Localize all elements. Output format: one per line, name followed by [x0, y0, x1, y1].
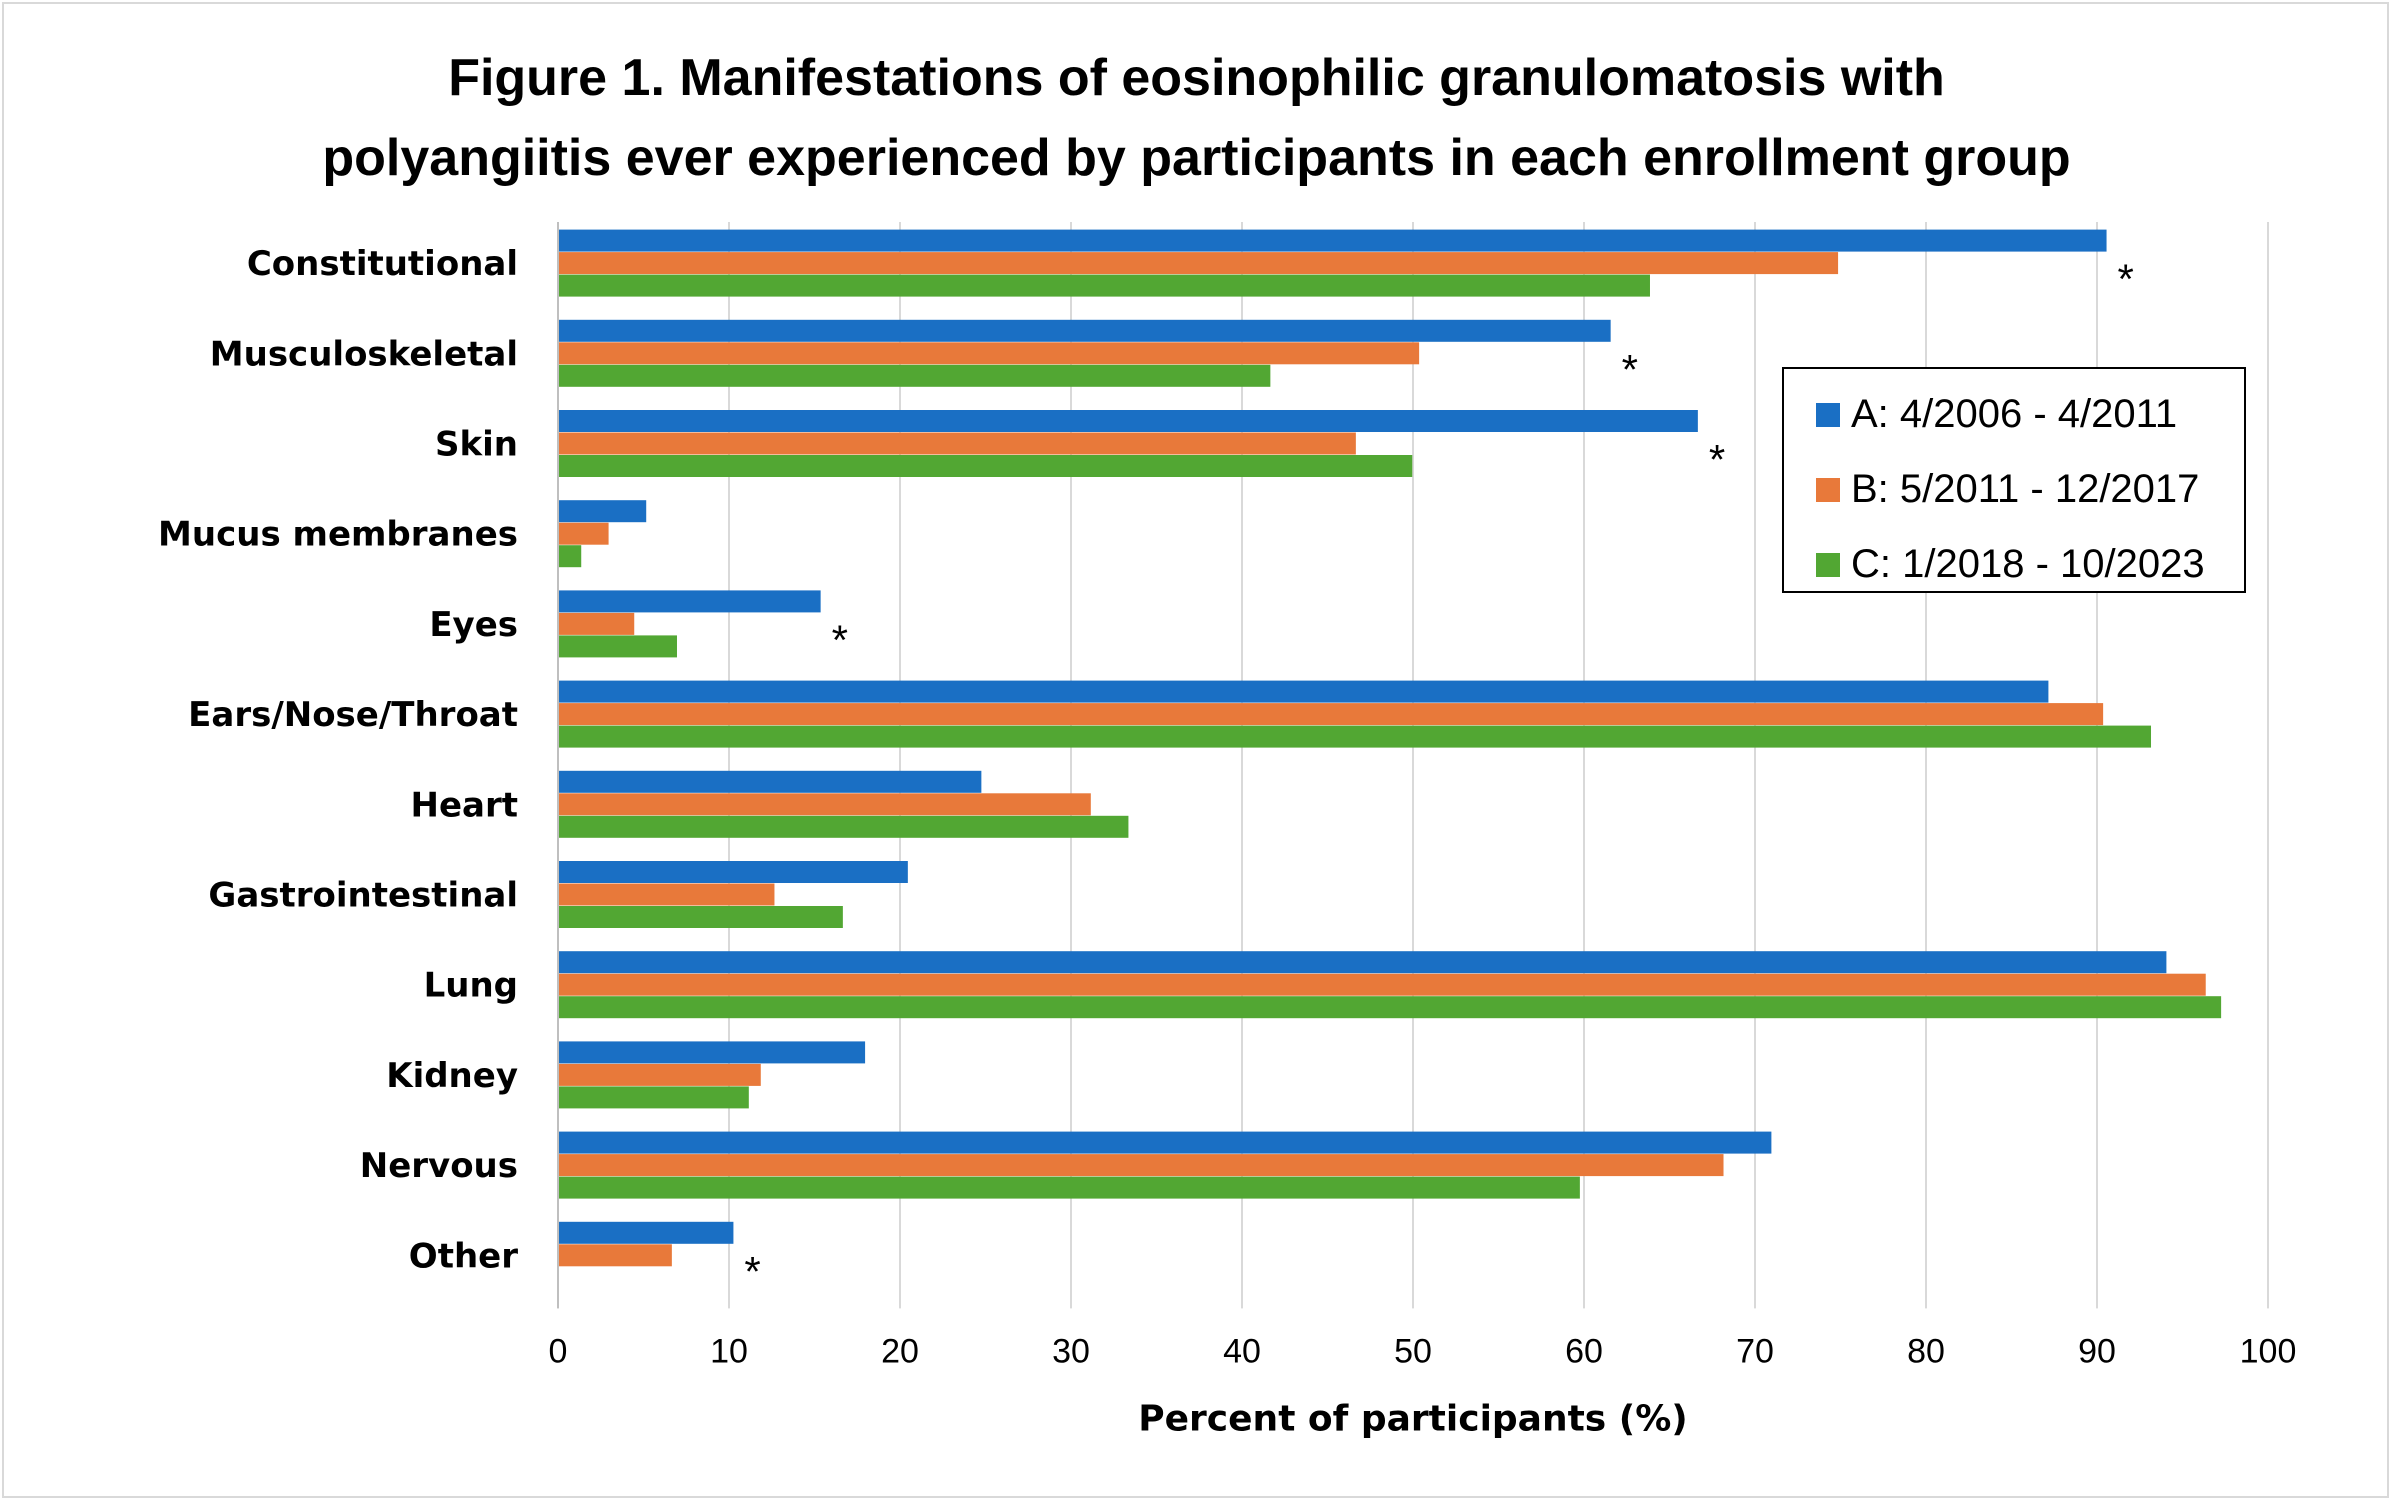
- legend-box: [1782, 367, 2246, 593]
- legend-label-b: B: 5/2011 - 12/2017: [1851, 467, 2199, 511]
- bar-a-kidney: [559, 1041, 866, 1064]
- category-label-kidney: Kidney: [386, 1056, 518, 1096]
- chart-title-line-2: polyangiitis ever experienced by partici…: [322, 129, 2071, 187]
- category-label-other: Other: [409, 1236, 518, 1276]
- category-label-mucus-membranes: Mucus membranes: [158, 515, 518, 555]
- significance-marker-skin: *: [1709, 436, 1725, 483]
- bar-b-gastrointestinal: [559, 883, 775, 906]
- significance-marker-constitutional: *: [2118, 256, 2134, 303]
- significance-marker-eyes: *: [832, 616, 848, 663]
- legend-swatch-c: [1816, 553, 1840, 577]
- category-label-constitutional: Constitutional: [247, 244, 518, 284]
- significance-marker-other: *: [744, 1248, 760, 1295]
- bar-b-skin: [559, 432, 1356, 455]
- x-tick-label-40: 40: [1223, 1332, 1261, 1370]
- category-label-heart: Heart: [411, 785, 518, 825]
- bar-c-skin: [559, 455, 1413, 477]
- category-label-eyes: Eyes: [429, 605, 518, 645]
- bar-c-eyes: [559, 635, 677, 658]
- bar-c-heart: [559, 815, 1129, 838]
- legend-swatch-a: [1816, 403, 1840, 427]
- x-axis-title: Percent of participants (%): [1138, 1398, 1688, 1439]
- x-tick-label-70: 70: [1736, 1332, 1774, 1370]
- bar-a-eyes: [559, 590, 821, 613]
- bar-a-skin: [559, 410, 1698, 432]
- bar-b-ears-nose-throat: [559, 703, 2104, 726]
- bar-a-gastrointestinal: [559, 861, 908, 883]
- legend-label-a: A: 4/2006 - 4/2011: [1851, 392, 2177, 436]
- x-tick-label-50: 50: [1394, 1332, 1432, 1370]
- category-label-lung: Lung: [424, 966, 518, 1006]
- bar-a-other: [559, 1221, 734, 1244]
- bar-a-heart: [559, 770, 982, 793]
- bar-c-ears-nose-throat: [559, 725, 2152, 748]
- bar-b-other: [559, 1244, 672, 1267]
- x-tick-label-0: 0: [549, 1332, 568, 1370]
- bar-b-constitutional: [559, 252, 1839, 275]
- bar-c-lung: [559, 996, 2222, 1019]
- significance-marker-musculoskeletal: *: [1622, 346, 1638, 393]
- category-label-ears-nose-throat: Ears/Nose/Throat: [188, 695, 518, 735]
- category-label-skin: Skin: [435, 425, 518, 465]
- bar-a-lung: [559, 951, 2167, 974]
- x-tick-label-90: 90: [2078, 1332, 2116, 1370]
- bar-a-musculoskeletal: [559, 319, 1611, 342]
- bar-c-nervous: [559, 1176, 1580, 1199]
- bar-b-mucus-membranes: [559, 522, 609, 545]
- bar-a-constitutional: [559, 229, 2107, 252]
- x-tick-label-100: 100: [2240, 1332, 2297, 1370]
- bar-a-nervous: [559, 1131, 1772, 1154]
- x-tick-label-60: 60: [1565, 1332, 1603, 1370]
- bar-c-constitutional: [559, 274, 1650, 297]
- bar-c-gastrointestinal: [559, 906, 843, 928]
- bar-b-lung: [559, 973, 2206, 996]
- bar-c-musculoskeletal: [559, 364, 1271, 387]
- x-tick-label-10: 10: [710, 1332, 748, 1370]
- chart-title: Figure 1. Manifestations of eosinophilic…: [0, 38, 2393, 198]
- bar-a-mucus-membranes: [559, 500, 647, 523]
- bar-b-kidney: [559, 1063, 761, 1086]
- bar-c-mucus-membranes: [559, 545, 582, 568]
- category-label-nervous: Nervous: [360, 1146, 518, 1186]
- category-label-gastrointestinal: Gastrointestinal: [208, 876, 518, 916]
- legend-swatch-b: [1816, 478, 1840, 502]
- category-label-musculoskeletal: Musculoskeletal: [210, 334, 518, 374]
- chart-title-line-1: Figure 1. Manifestations of eosinophilic…: [448, 49, 1945, 107]
- x-tick-label-30: 30: [1052, 1332, 1090, 1370]
- bar-c-kidney: [559, 1086, 749, 1109]
- x-tick-label-80: 80: [1907, 1332, 1945, 1370]
- bar-b-eyes: [559, 612, 635, 635]
- bar-a-ears-nose-throat: [559, 680, 2049, 703]
- bar-b-musculoskeletal: [559, 342, 1420, 365]
- bar-b-heart: [559, 793, 1091, 816]
- bar-b-nervous: [559, 1154, 1724, 1177]
- x-tick-label-20: 20: [881, 1332, 919, 1370]
- legend-label-c: C: 1/2018 - 10/2023: [1851, 542, 2205, 586]
